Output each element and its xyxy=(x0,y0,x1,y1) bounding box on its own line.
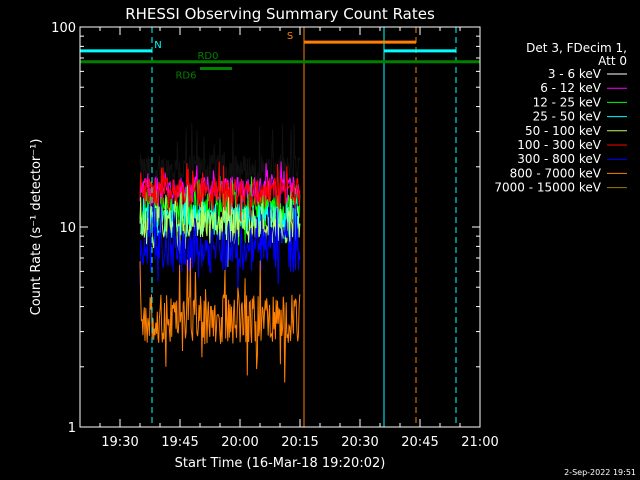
axis-layer: 19:30 19:45 20:00 20:15 20:30 20:45 21:00 1 10 10… xyxy=(29,21,499,450)
y-tick-label-0: 1 xyxy=(68,421,76,436)
x-tick-label-5: 20:45 xyxy=(401,435,438,450)
flag-label-2: RD6 xyxy=(175,71,196,82)
legend-label-4: 50 - 100 keV xyxy=(525,124,602,138)
legend-label-2: 12 - 25 keV xyxy=(533,95,602,109)
flag-label-0: N xyxy=(154,40,161,51)
x-tick-label-2: 20:00 xyxy=(221,435,258,450)
legend-header-0: Det 3, FDecim 1, xyxy=(526,41,627,55)
legend-label-8: 7000 - 15000 keV xyxy=(494,181,601,195)
y-tick-label-2: 100 xyxy=(51,21,76,36)
x-tick-label-0: 19:30 xyxy=(101,435,138,450)
legend-label-7: 800 - 7000 keV xyxy=(510,166,602,180)
x-tick-label-6: 21:00 xyxy=(461,435,498,450)
legend-label-5: 100 - 300 keV xyxy=(517,138,601,152)
legend-label-1: 6 - 12 keV xyxy=(540,81,602,95)
flag-label-1: RD0 xyxy=(197,51,218,62)
legend-header-1: Att 0 xyxy=(598,54,627,68)
footer-date: 2-Sep-2022 19:51 xyxy=(564,468,636,477)
legend-label-0: 3 - 6 keV xyxy=(548,67,602,81)
legend-label-3: 25 - 50 keV xyxy=(533,110,602,124)
x-tick-label-3: 20:15 xyxy=(281,435,318,450)
data-layer xyxy=(139,122,301,383)
y-axis-label: Count Rate (s⁻¹ detector⁻¹) xyxy=(29,139,44,316)
series-line-5 xyxy=(139,161,301,222)
flag-label-3: S xyxy=(287,31,293,42)
y-tick-label-1: 10 xyxy=(59,221,76,236)
legend-label-6: 300 - 800 keV xyxy=(517,152,601,166)
x-tick-label-4: 20:30 xyxy=(341,435,378,450)
chart-title: RHESSI Observing Summary Count Rates xyxy=(125,5,435,23)
series-line-7 xyxy=(139,257,301,383)
x-tick-label-1: 19:45 xyxy=(161,435,198,450)
series-line-0 xyxy=(139,122,301,204)
x-axis-label: Start Time (16-Mar-18 19:20:02) xyxy=(175,456,386,471)
series-line-6 xyxy=(139,202,301,293)
